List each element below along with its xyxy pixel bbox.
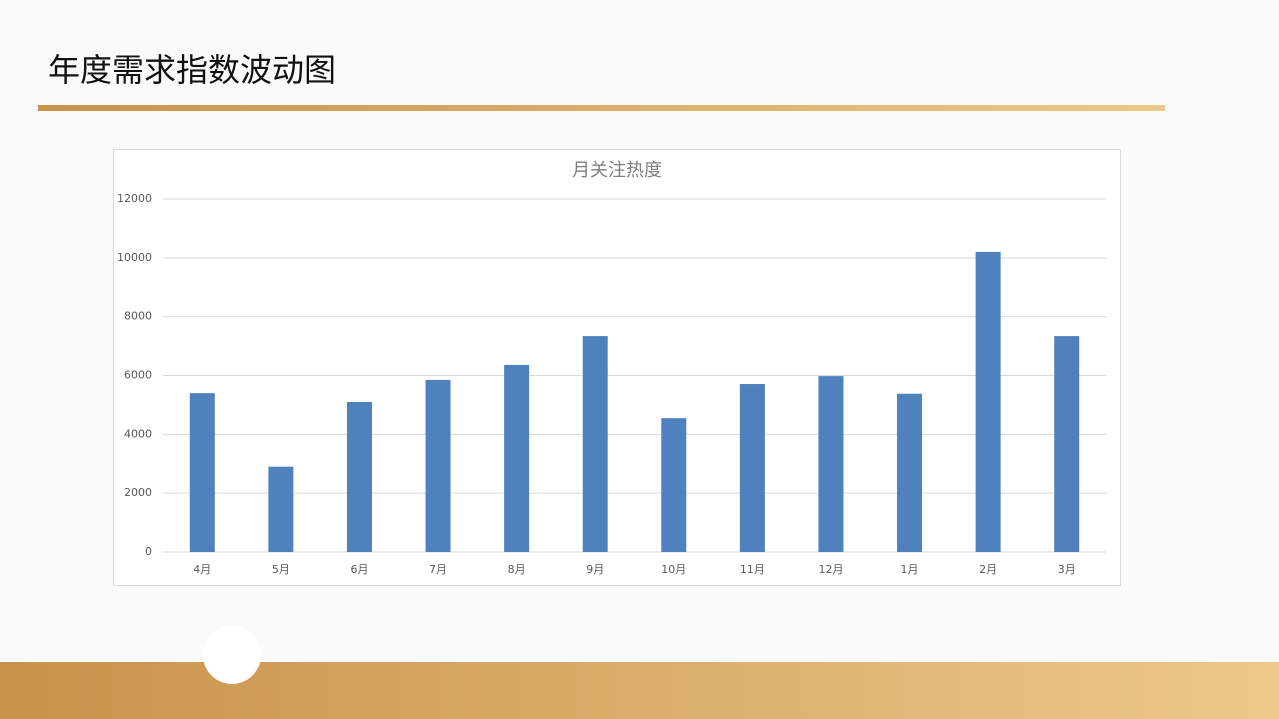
- y-tick-label: 8000: [124, 310, 152, 323]
- bar: [975, 251, 1001, 552]
- y-tick-label: 12000: [117, 192, 152, 205]
- x-tick-label: 3月: [1058, 563, 1076, 576]
- chart-frame: [113, 149, 1121, 586]
- bar: [818, 376, 844, 552]
- bar: [582, 336, 608, 552]
- title-underline: [38, 105, 1165, 111]
- y-tick-label: 10000: [117, 251, 152, 264]
- x-tick-label: 2月: [979, 563, 997, 576]
- bar: [897, 393, 923, 552]
- y-tick-label: 0: [145, 545, 152, 558]
- slide-title: 年度需求指数波动图: [48, 51, 336, 89]
- x-tick-label: 11月: [740, 563, 765, 576]
- footer-band: [0, 662, 1279, 719]
- footer-circle: [203, 626, 261, 684]
- bar: [425, 379, 451, 552]
- bar: [661, 418, 687, 552]
- x-tick-label: 7月: [429, 563, 447, 576]
- x-tick-label: 10月: [661, 563, 686, 576]
- bar: [346, 401, 372, 552]
- x-tick-label: 12月: [818, 563, 843, 576]
- bar: [504, 364, 530, 552]
- x-tick-label: 1月: [901, 563, 919, 576]
- x-tick-label: 5月: [272, 563, 290, 576]
- bar: [739, 384, 765, 552]
- bar: [1054, 336, 1080, 552]
- x-tick-label: 9月: [586, 563, 604, 576]
- x-tick-label: 6月: [350, 563, 368, 576]
- y-tick-label: 4000: [124, 427, 152, 440]
- bar: [189, 393, 215, 552]
- x-tick-label: 4月: [193, 563, 211, 576]
- y-tick-label: 2000: [124, 486, 152, 499]
- y-tick-label: 6000: [124, 369, 152, 382]
- bar: [268, 466, 294, 552]
- x-tick-label: 8月: [508, 563, 526, 576]
- chart-title: 月关注热度: [572, 160, 662, 181]
